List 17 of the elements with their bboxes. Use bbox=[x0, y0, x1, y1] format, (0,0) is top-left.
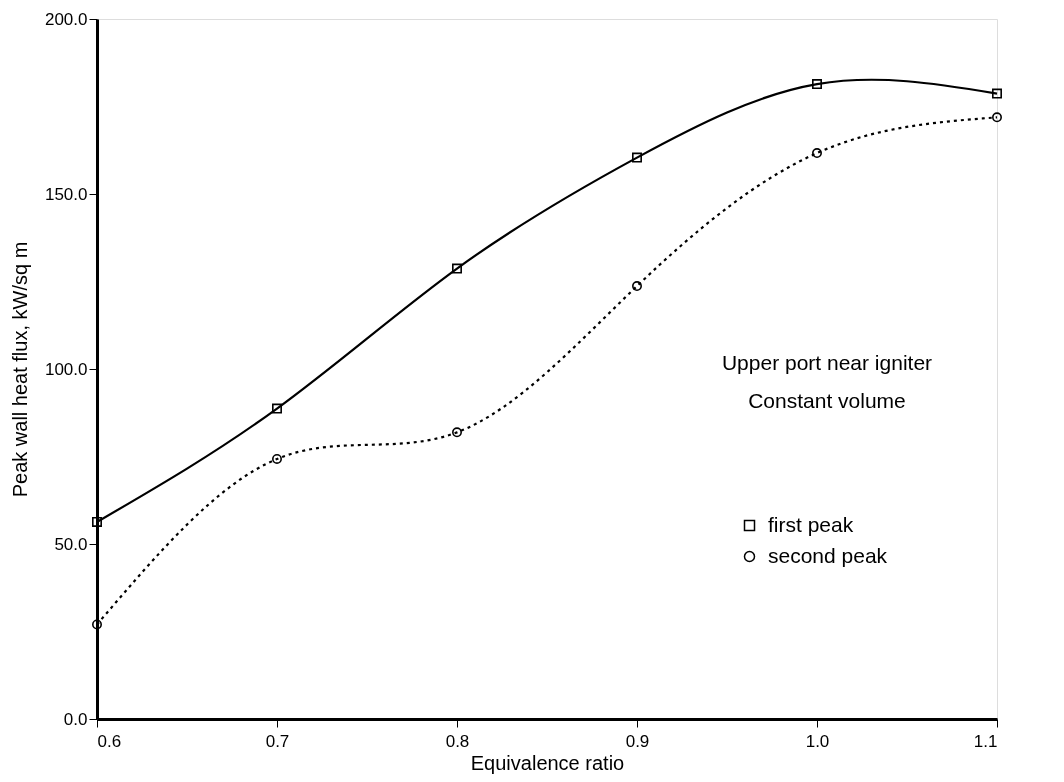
x-tick-label: 0.6 bbox=[97, 731, 122, 751]
annotation: Upper port near igniter bbox=[721, 351, 933, 374]
x-tick-label: 0.8 bbox=[445, 731, 470, 751]
x-tick-label: 1.1 bbox=[973, 731, 998, 751]
y-tick-label: 200.0 bbox=[44, 9, 88, 29]
legend-label: second peak bbox=[768, 543, 888, 567]
x-axis-title: Equivalence ratio bbox=[470, 751, 625, 774]
x-tick-label: 1.0 bbox=[805, 731, 830, 751]
y-axis-title: Peak wall heat flux, kW/sq m bbox=[8, 241, 31, 498]
y-tick-label: 100.0 bbox=[44, 359, 88, 379]
legend-label: first peak bbox=[768, 512, 854, 536]
x-tick-label: 0.7 bbox=[265, 731, 290, 751]
y-tick-label: 50.0 bbox=[54, 534, 88, 554]
annotation: Constant volume bbox=[748, 389, 906, 412]
y-tick-label: 0.0 bbox=[63, 709, 88, 729]
x-tick-label: 0.9 bbox=[625, 731, 650, 751]
y-tick-label: 150.0 bbox=[44, 184, 88, 204]
